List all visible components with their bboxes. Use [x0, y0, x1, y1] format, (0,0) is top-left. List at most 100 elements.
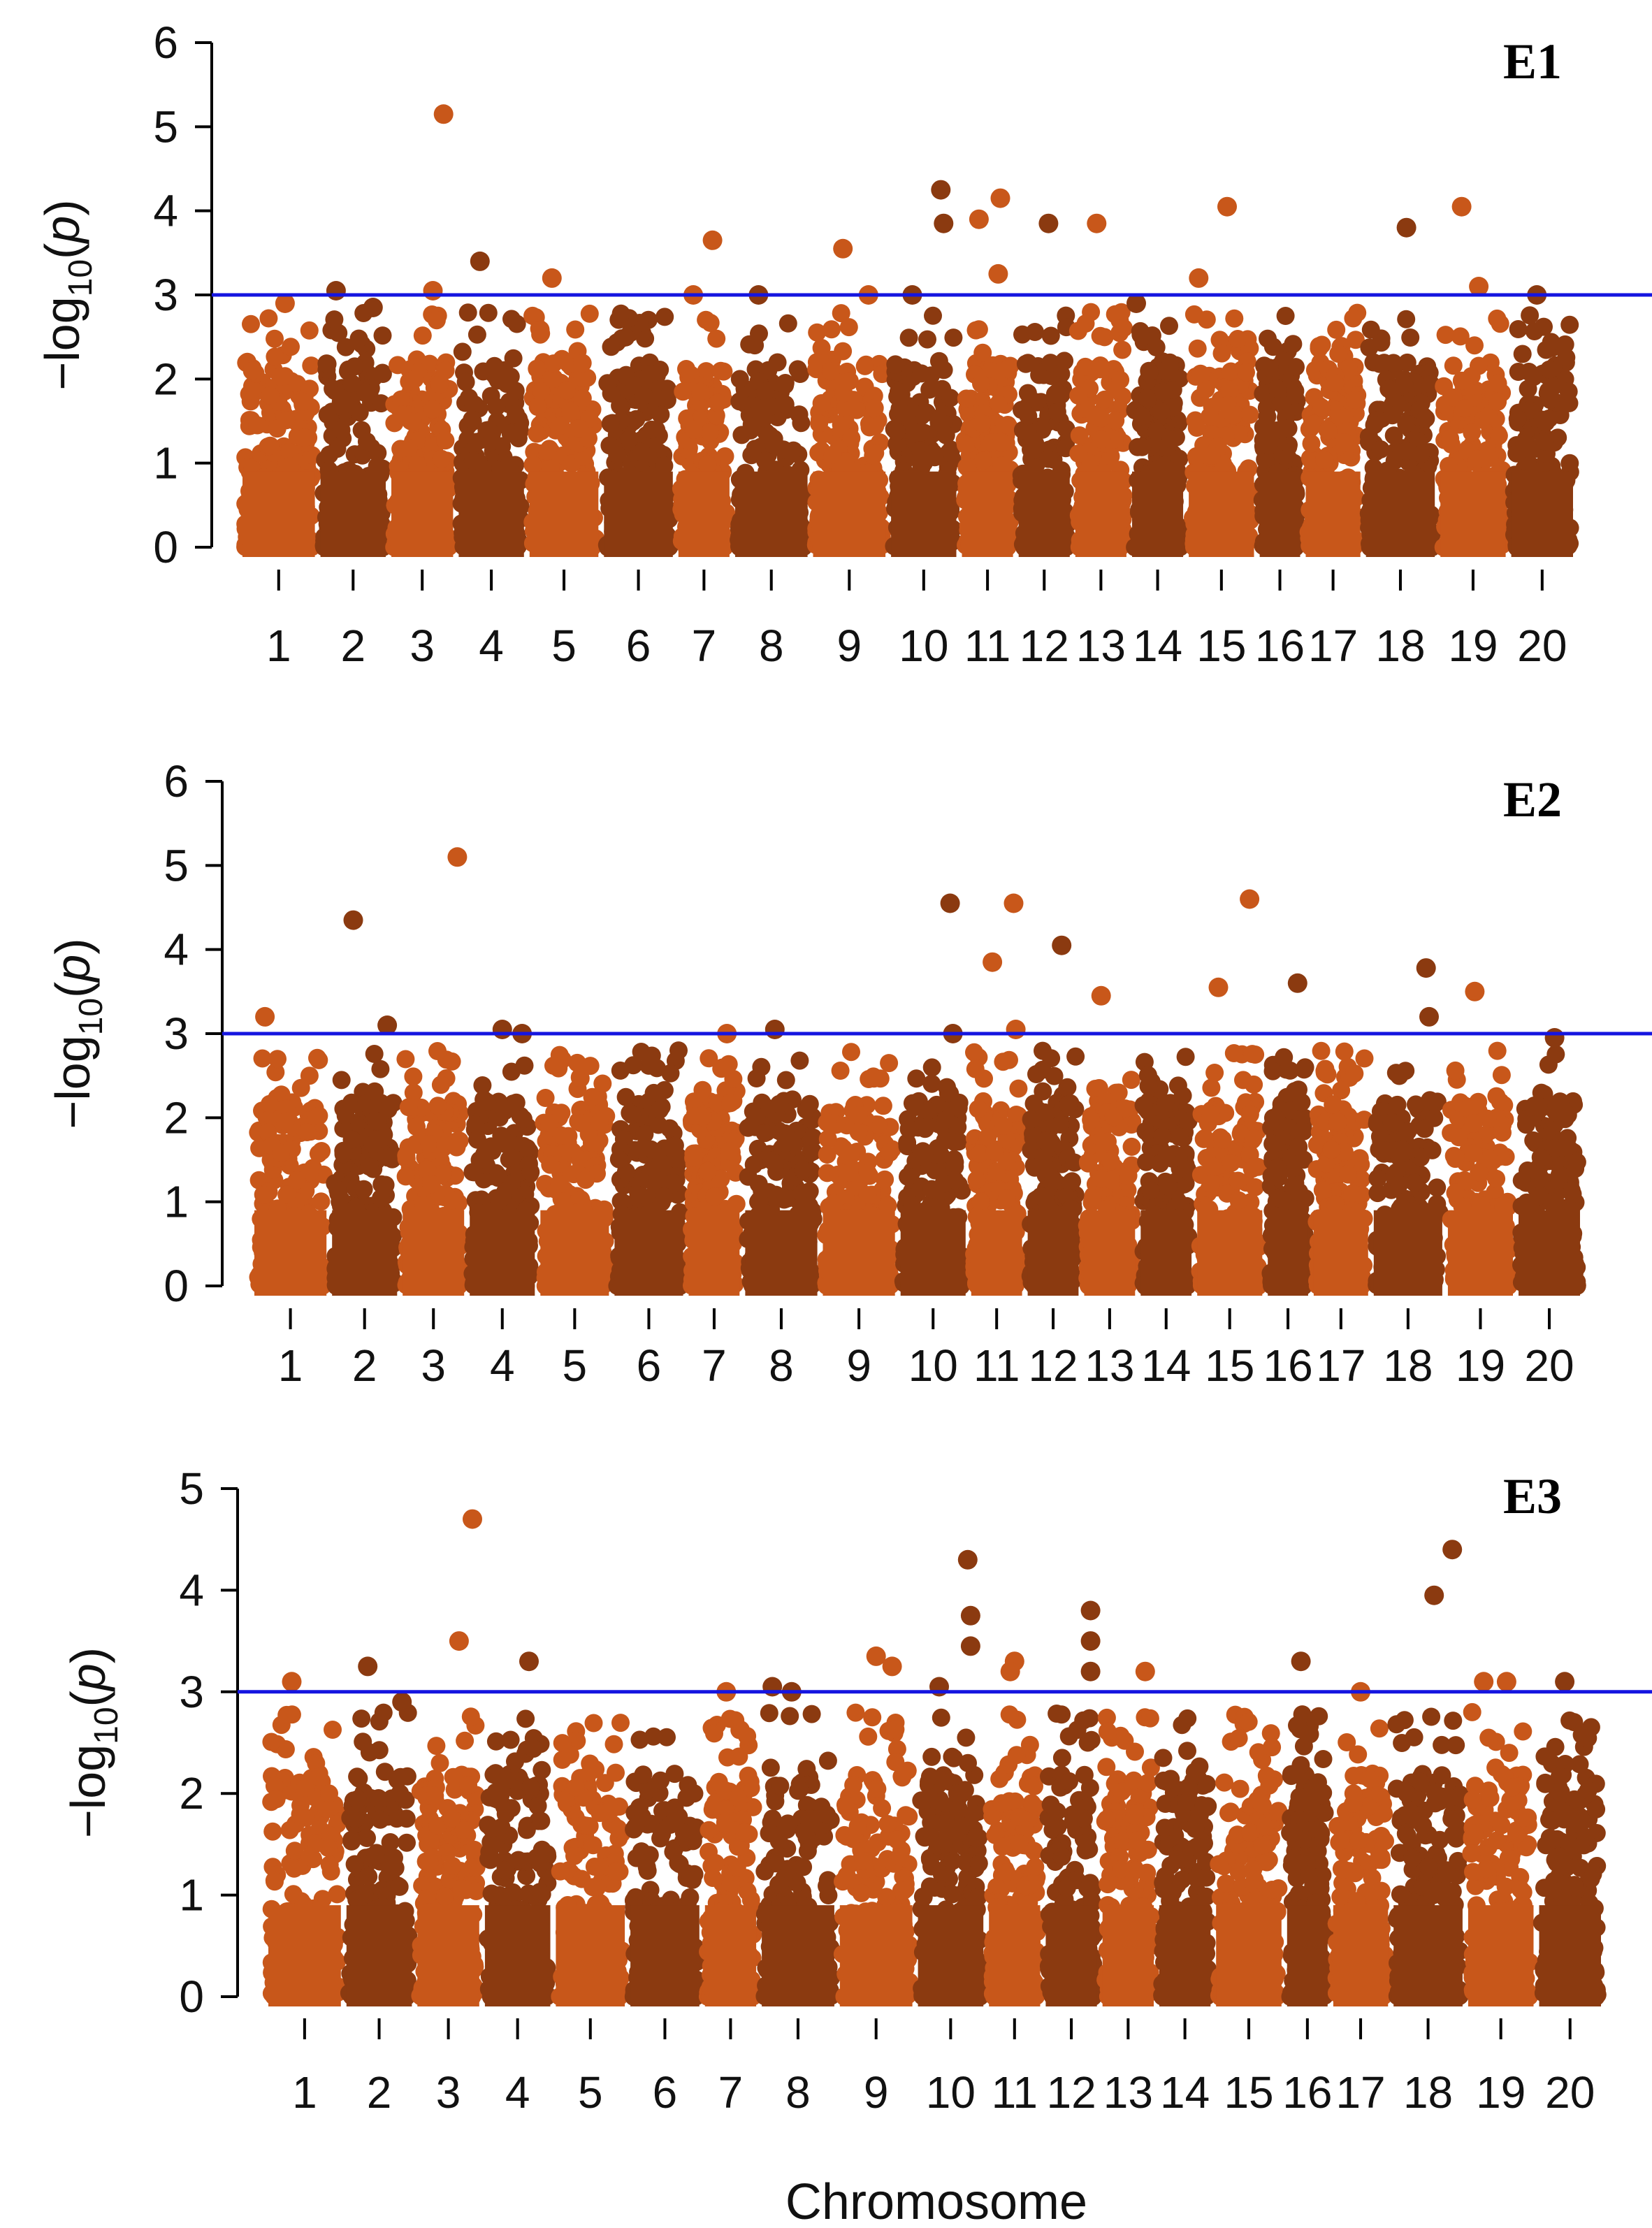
snp-point [1452, 371, 1471, 390]
snp-point [310, 1106, 328, 1125]
snp-point [1397, 310, 1416, 328]
snp-point [345, 357, 364, 376]
snp-point [528, 359, 546, 378]
snp-point [1138, 389, 1157, 407]
snp-point [969, 320, 988, 339]
snp-point [271, 1143, 290, 1162]
snp-point [1187, 447, 1205, 465]
peak-point [969, 209, 989, 229]
snp-point [291, 1078, 310, 1097]
y-tick-label: 3 [153, 270, 178, 320]
peak-point [1217, 196, 1237, 217]
snp-dense-band [254, 1210, 327, 1296]
snp-point [972, 375, 990, 393]
snp-point [886, 355, 905, 374]
snp-point [1147, 338, 1166, 356]
snp-dense-band [962, 471, 1013, 557]
snp-point [642, 420, 661, 439]
snp-point [1515, 433, 1534, 452]
snp-point [1451, 327, 1470, 346]
snp-point [897, 405, 916, 424]
x-tick-label: 8 [759, 621, 784, 671]
peak-point [470, 251, 490, 271]
snp-point [944, 328, 963, 347]
snp-point [1533, 410, 1552, 429]
snp-point [506, 382, 525, 400]
snp-point [396, 1050, 415, 1069]
snp-point [1016, 354, 1035, 373]
snp-point [1312, 335, 1331, 354]
snp-point [551, 417, 570, 435]
snp-point [1092, 409, 1110, 428]
snp-point [778, 314, 797, 333]
snp-point [655, 456, 674, 475]
snp-point [242, 361, 261, 380]
snp-dense-band [1365, 471, 1435, 557]
snp-point [428, 1042, 447, 1060]
snp-dense-band [1511, 471, 1573, 557]
snp-point [312, 1142, 331, 1160]
snp-point [1395, 375, 1414, 393]
snp-point [277, 411, 296, 430]
snp-point [561, 401, 580, 420]
snp-point [1237, 363, 1255, 382]
snp-point [342, 1130, 361, 1149]
snp-point [601, 414, 620, 433]
y-tick-label: 0 [153, 522, 178, 572]
snp-point [372, 1175, 391, 1194]
snp-point [502, 310, 521, 328]
snp-point [635, 386, 653, 405]
snp-dense-band [391, 471, 454, 557]
snp-point [255, 1185, 274, 1204]
snp-point [1041, 326, 1060, 345]
snp-point [1263, 338, 1282, 356]
x-tick-label: 9 [837, 621, 862, 671]
snp-point [371, 1059, 390, 1078]
snp-point [823, 445, 842, 464]
snp-point [941, 389, 959, 407]
snp-point [1556, 335, 1574, 354]
snp-point [487, 368, 505, 386]
snp-point [1160, 317, 1178, 335]
peak-point [990, 188, 1010, 208]
snp-point [332, 421, 351, 440]
snp-point [1287, 358, 1305, 377]
snp-point [380, 1095, 399, 1114]
snp-point [632, 442, 651, 461]
snp-point [1055, 352, 1074, 370]
snp-point [523, 456, 542, 475]
x-tick-label: 19 [1448, 621, 1498, 671]
snp-point [468, 325, 486, 344]
peak-point [931, 180, 951, 200]
snp-point [296, 428, 314, 447]
snp-point [318, 354, 337, 373]
snp-point [839, 318, 858, 337]
snp-point [391, 390, 410, 409]
snp-dense-band [678, 471, 730, 557]
snp-dense-band [735, 471, 808, 557]
snp-point [1326, 373, 1345, 392]
panel-e1-ylabel: −log10(p) [35, 199, 99, 390]
snp-point [261, 436, 280, 455]
snp-dense-band [458, 471, 524, 557]
snp-point [408, 456, 427, 475]
snp-point [423, 400, 442, 419]
snp-point [957, 389, 976, 408]
snp-point [332, 1071, 351, 1090]
snp-point [302, 356, 321, 375]
snp-point [420, 1135, 439, 1154]
x-tick-label: 4 [479, 621, 504, 671]
snp-point [356, 384, 375, 403]
snp-point [866, 444, 885, 463]
snp-point [1069, 386, 1088, 405]
snp-point [1371, 440, 1390, 458]
snp-point [714, 362, 733, 381]
snp-point [972, 414, 991, 433]
snp-point [1456, 399, 1474, 418]
snp-point [1508, 410, 1527, 428]
snp-dense-band [604, 471, 673, 557]
snp-point [1115, 319, 1133, 338]
snp-point [368, 444, 387, 463]
snp-point [566, 320, 585, 339]
